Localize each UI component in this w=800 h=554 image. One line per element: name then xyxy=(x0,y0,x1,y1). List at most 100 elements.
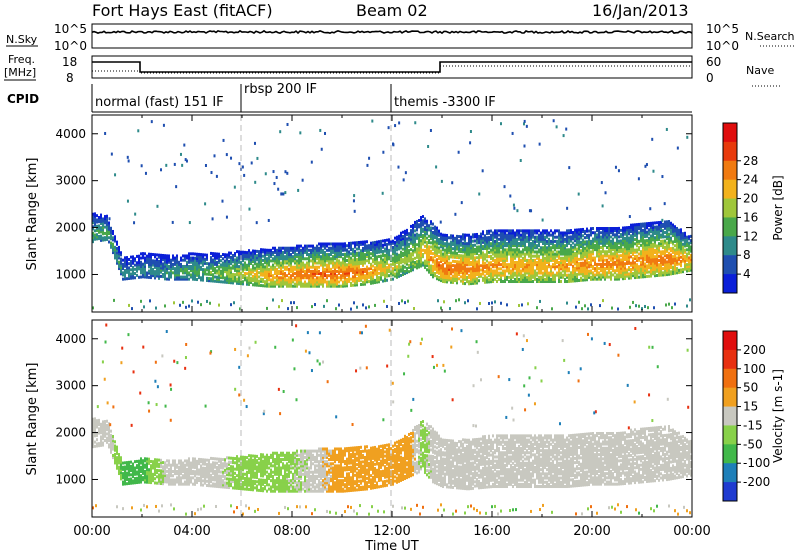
heatmap-cell xyxy=(616,256,618,260)
heatmap-cell xyxy=(146,256,148,260)
heatmap-cell xyxy=(420,245,422,249)
heatmap-cell xyxy=(430,226,432,230)
heatmap-cell xyxy=(398,268,400,272)
heatmap-cell xyxy=(380,265,382,269)
heatmap-cell xyxy=(160,266,162,270)
heatmap-cell xyxy=(416,232,418,236)
heatmap-cell xyxy=(440,272,442,276)
heatmap-cell xyxy=(404,248,406,252)
heatmap-cell xyxy=(568,254,570,258)
heatmap-cell xyxy=(518,250,520,254)
heatmap-cell xyxy=(464,241,466,245)
heatmap-cell xyxy=(524,263,526,267)
heatmap-cell xyxy=(522,265,524,269)
heatmap-cell xyxy=(226,270,228,274)
heatmap-cell xyxy=(402,266,404,270)
heatmap-cell xyxy=(274,250,276,254)
heatmap-cell xyxy=(214,260,216,264)
heatmap-cell xyxy=(236,281,238,285)
heatmap-cell xyxy=(286,261,288,265)
heatmap-cell xyxy=(246,280,248,284)
heatmap-cell xyxy=(302,276,304,280)
heatmap-cell xyxy=(380,254,382,258)
heatmap-cell xyxy=(604,254,606,258)
heatmap-cell xyxy=(426,232,428,236)
heatmap-cell xyxy=(358,253,360,257)
heatmap-cell xyxy=(340,263,342,267)
heatmap-cell xyxy=(300,250,302,254)
heatmap-cell xyxy=(354,266,356,270)
heatmap-cell xyxy=(302,257,304,261)
heatmap-cell xyxy=(374,245,376,249)
heatmap-cell xyxy=(294,253,296,257)
heatmap-cell xyxy=(528,277,530,281)
heatmap-cell xyxy=(672,234,674,238)
heatmap-cell xyxy=(516,267,518,271)
heatmap-cell xyxy=(664,273,666,277)
heatmap-cell xyxy=(240,271,242,275)
heatmap-cell xyxy=(570,262,572,266)
heatmap-cell xyxy=(596,250,598,254)
heatmap-cell xyxy=(508,246,510,250)
heatmap-cell xyxy=(564,254,566,258)
heatmap-cell xyxy=(534,258,536,262)
date-title: 16/Jan/2013 xyxy=(592,1,689,20)
heatmap-cell xyxy=(396,244,398,248)
heatmap-cell xyxy=(314,255,316,259)
heatmap-cell xyxy=(226,253,228,257)
heatmap-cell xyxy=(610,277,612,281)
heatmap-cell xyxy=(472,233,474,237)
heatmap-cell xyxy=(368,258,370,262)
heatmap-cell xyxy=(528,271,530,275)
heatmap-cell xyxy=(654,267,656,271)
heatmap-cell xyxy=(488,229,490,233)
heatmap-cell xyxy=(444,252,446,256)
heatmap-cell xyxy=(628,244,630,248)
heatmap-cell xyxy=(500,254,502,258)
heatmap-cell xyxy=(398,241,400,245)
heatmap-cell xyxy=(640,264,642,268)
heatmap-cell xyxy=(300,265,302,269)
heatmap-cell xyxy=(508,237,510,241)
heatmap-cell xyxy=(540,271,542,275)
heatmap-cell xyxy=(674,240,676,244)
heatmap-cell xyxy=(412,264,414,268)
heatmap-cell xyxy=(478,237,480,241)
heatmap-cell xyxy=(326,244,328,248)
heatmap-cell xyxy=(416,262,418,266)
heatmap-cell xyxy=(640,224,642,228)
heatmap-cell xyxy=(402,253,404,257)
heatmap-cell xyxy=(364,240,366,244)
heatmap-cell xyxy=(502,254,504,258)
heatmap-cell xyxy=(144,273,146,277)
heatmap-cell xyxy=(536,271,538,275)
heatmap-cell xyxy=(528,244,530,248)
heatmap-cell xyxy=(468,259,470,263)
heatmap-cell xyxy=(340,274,342,278)
heatmap-cell xyxy=(304,282,306,286)
heatmap-cell xyxy=(418,242,420,246)
heatmap-cell xyxy=(260,269,262,273)
heatmap-cell xyxy=(646,245,648,249)
heatmap-cell xyxy=(210,260,212,264)
nave-tick-high: 60 xyxy=(706,55,721,69)
heatmap-cell xyxy=(512,275,514,279)
heatmap-cell xyxy=(356,262,358,266)
heatmap-cell xyxy=(640,254,642,258)
heatmap-cell xyxy=(652,259,654,263)
heatmap-cell xyxy=(524,256,526,260)
heatmap-cell xyxy=(434,259,436,263)
heatmap-cell xyxy=(188,256,190,260)
heatmap-cell xyxy=(618,275,620,279)
heatmap-cell xyxy=(642,262,644,266)
heatmap-cell xyxy=(532,273,534,277)
heatmap-cell xyxy=(584,261,586,265)
heatmap-cell xyxy=(474,256,476,260)
heatmap-cell xyxy=(256,279,258,283)
heatmap-cell xyxy=(166,269,168,273)
heatmap-cell xyxy=(414,239,416,243)
heatmap-cell xyxy=(414,265,416,269)
heatmap-cell xyxy=(560,231,562,235)
heatmap-cell xyxy=(676,229,678,233)
heatmap-cell xyxy=(556,242,558,246)
